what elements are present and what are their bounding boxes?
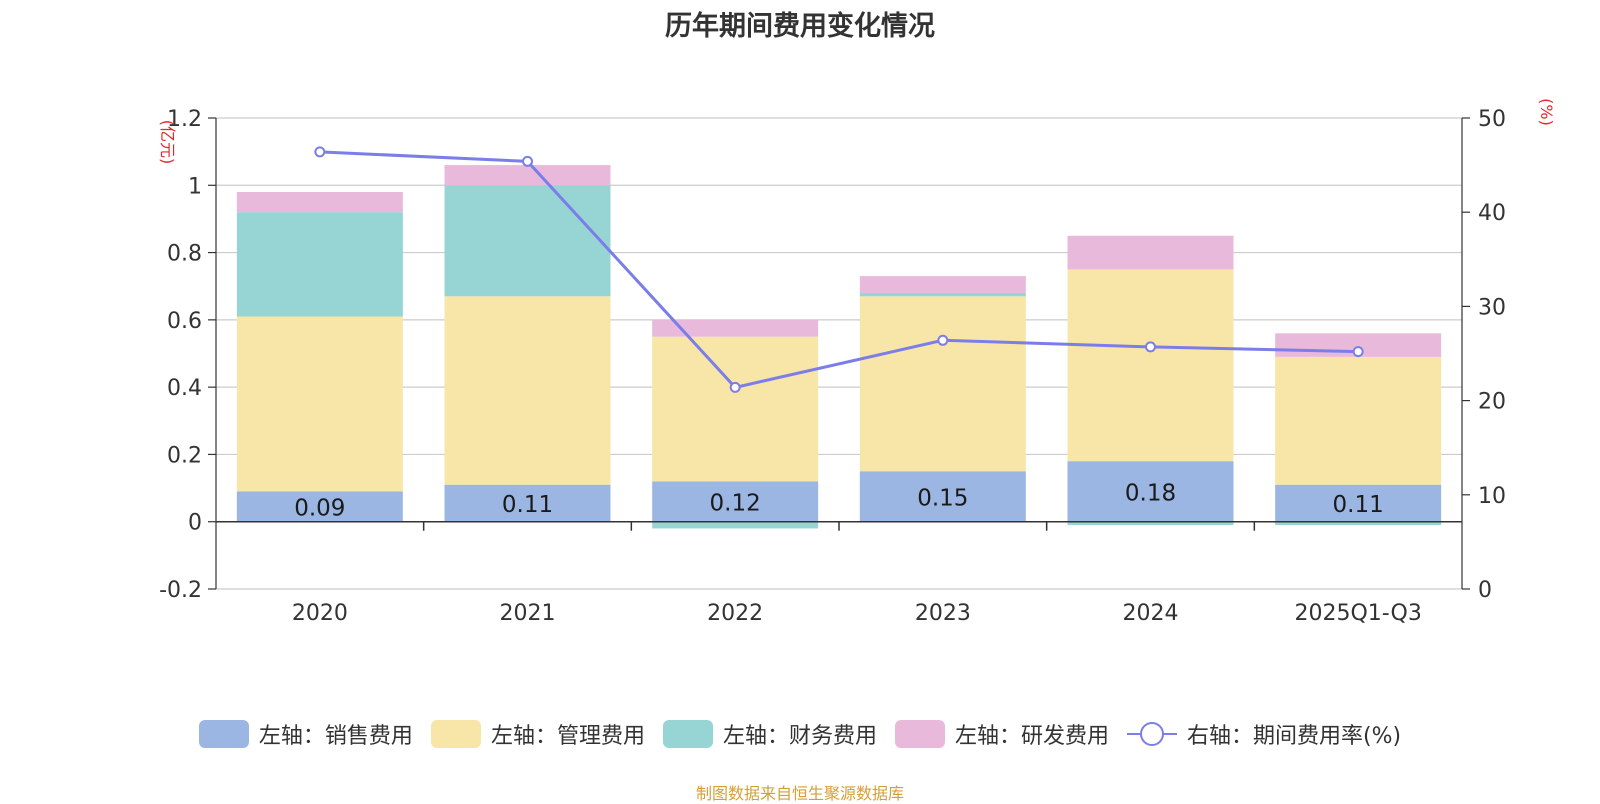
right-axis-tick-label: 10 [1478,484,1506,509]
x-axis-category-label: 2024 [1123,601,1179,626]
bar-segment [236,212,403,317]
legend: 左轴：销售费用 左轴：管理费用 左轴：财务费用 左轴：研发费用 右轴：期间费用率… [0,718,1600,750]
bar-segment [859,296,1026,472]
bar-data-label: 0.15 [917,485,968,511]
bar-data-label: 0.11 [1333,492,1384,518]
left-axis-tick-label: 0.2 [167,443,202,468]
legend-swatch-admin [430,720,481,748]
bar-segment [1275,356,1442,485]
x-axis-category-label: 2022 [707,601,763,626]
bar-segment [1275,484,1442,522]
right-axis-tick-label: 40 [1478,201,1506,226]
x-axis-category-label: 2023 [915,601,971,626]
legend-item-sales[interactable]: 左轴：销售费用 [198,718,413,750]
expense-rate-line [319,150,1359,390]
expense-rate-point [314,146,326,158]
legend-label-rnd: 左轴：研发费用 [954,724,1109,749]
legend-label-admin: 左轴：管理费用 [490,724,645,749]
bar-segment [859,276,1026,293]
bar-segment [236,316,403,492]
bar-segment [652,336,819,482]
expense-rate-point [937,334,949,346]
bar-segment [1067,461,1234,522]
bar-segment [1067,269,1234,462]
bar-segment [444,296,611,485]
left-axis-unit: (亿元) [158,120,177,165]
bar-segment [859,292,1026,297]
bar-data-label: 0.11 [502,492,553,518]
bar-segment [859,471,1026,522]
legend-item-rnd[interactable]: 左轴：研发费用 [894,718,1109,750]
bar-data-label: 0.12 [710,491,761,517]
bar-segment [444,484,611,522]
legend-swatch-sales [198,720,249,748]
bar-segment [444,185,611,297]
legend-item-finance[interactable]: 左轴：财务费用 [662,718,877,750]
expense-rate-point [729,381,741,393]
left-axis-tick-label: -0.2 [159,578,202,603]
left-axis-tick-label: 1.2 [167,107,202,132]
bar-segment [1067,235,1234,270]
legend-label-finance: 左轴：财务费用 [722,724,877,749]
bar-segment [652,481,819,522]
chart-plot: 1.2 1 0.8 0.6 0.4 0.2 0 -0.2 50 40 30 20 10 0 (亿元) (%) 2… [158,98,1556,626]
bar-segment [444,165,611,186]
chart-title: 历年期间费用变化情况 [665,11,935,42]
left-axis-tick-label: 0 [188,511,202,536]
expense-rate-point [522,155,533,167]
x-axis-category-label: 2020 [292,601,348,626]
x-axis-category-label: 2021 [500,601,556,626]
bar-segment [1275,521,1442,526]
bar-segment [652,521,819,529]
legend-swatch-rnd [894,720,945,748]
legend-label-expense-rate: 右轴：期间费用率(%) [1186,724,1402,749]
right-axis-tick-label: 20 [1478,390,1506,415]
left-axis-tick-label: 0.4 [167,376,202,401]
bar-segment [1067,521,1234,526]
bar-segment [236,192,403,213]
right-axis-tick-label: 30 [1478,295,1506,320]
bar-data-label: 0.09 [294,496,345,522]
legend-item-admin[interactable]: 左轴：管理费用 [430,718,645,750]
x-axis-category-label: 2025Q1-Q3 [1294,601,1421,626]
left-axis-tick-label: 1 [188,174,202,199]
right-axis-tick-label: 0 [1478,578,1492,603]
bar-segment [652,319,819,337]
legend-item-expense-rate[interactable]: 右轴：期间费用率(%) [1126,718,1402,750]
legend-line-marker-icon [1126,720,1177,748]
legend-label-sales: 左轴：销售费用 [258,724,413,749]
right-axis-tick-label: 50 [1478,107,1506,132]
bar-segment [236,491,403,522]
right-axis-unit: (%) [1537,98,1556,126]
data-source-note: 制图数据来自恒生聚源数据库 [695,784,904,803]
legend-swatch-finance [662,720,713,748]
expense-rate-point [1145,341,1156,353]
expense-rate-point [1352,346,1364,358]
bar-data-label: 0.18 [1125,480,1176,506]
left-axis-tick-label: 0.6 [167,309,202,334]
left-axis-tick-label: 0.8 [167,242,202,267]
